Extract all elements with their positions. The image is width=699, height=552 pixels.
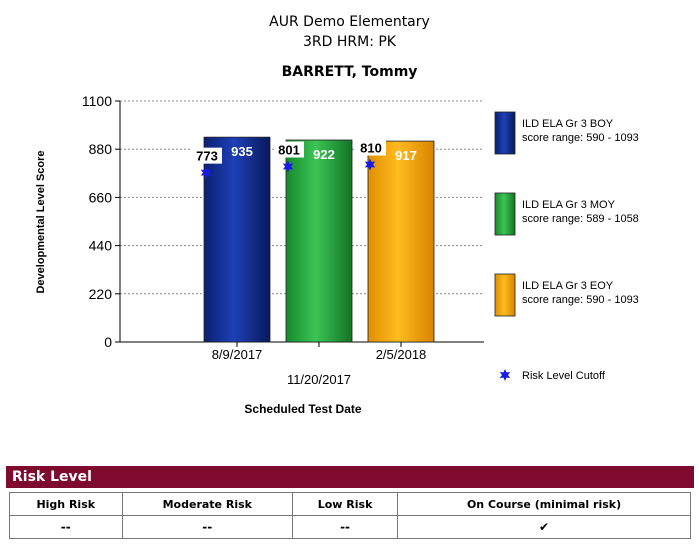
y-tick-label: 1100 (82, 93, 112, 109)
cutoff-value-label: 773 (196, 149, 218, 164)
legend-swatch-3 (494, 273, 516, 317)
bar-1 (203, 136, 271, 343)
y-tick-label: 440 (89, 238, 113, 254)
risk-col-high: High Risk (9, 492, 123, 516)
score-chart: 0 220 440 660 880 1100 935 773 922 801 917 810 8/9/… (35, 93, 639, 416)
legend-series-name: ILD ELA Gr 3 MOY (522, 199, 616, 211)
y-tick-label: 220 (89, 286, 113, 302)
risk-value-high: -- (9, 515, 123, 539)
legend-score-range: score range: 590 - 1093 (522, 294, 639, 306)
cutoff-star-marker (200, 166, 212, 179)
legend-score-range: score range: 590 - 1093 (522, 132, 639, 144)
risk-value-on-course: ✔ (397, 515, 691, 539)
cutoff-label-box (274, 141, 304, 158)
bar-value-label: 922 (313, 147, 335, 162)
risk-level-header: Risk Level (6, 466, 694, 488)
class-title: 3RD HRM: PK (303, 34, 396, 50)
bar-2 (285, 139, 353, 343)
bar-3 (367, 140, 435, 343)
bar-value-label: 917 (395, 148, 417, 163)
legend-series-name: ILD ELA Gr 3 BOY (522, 118, 614, 130)
risk-value-moderate: -- (121, 515, 294, 539)
y-tick-label: 880 (89, 141, 113, 157)
legend-series-name: ILD ELA Gr 3 EOY (522, 280, 614, 292)
risk-col-low: Low Risk (292, 492, 399, 516)
student-name: BARRETT, Tommy (281, 64, 418, 80)
legend-score-range: score range: 589 - 1058 (522, 213, 639, 225)
legend-swatch-1 (494, 111, 516, 155)
cutoff-value-label: 801 (278, 143, 300, 158)
x-category-label: 11/20/2017 (287, 372, 351, 387)
legend-swatch-2 (494, 192, 516, 236)
bar-value-label: 935 (231, 144, 253, 159)
risk-col-moderate: Moderate Risk (121, 492, 294, 516)
x-category-label: 2/5/2018 (376, 347, 427, 362)
risk-table: High Risk Moderate Risk Low Risk On Cour… (9, 492, 691, 539)
cutoff-label-box (192, 147, 222, 164)
cutoff-star-marker (364, 158, 376, 171)
legend-marker-label: Risk Level Cutoff (522, 370, 606, 382)
cutoff-star-marker (282, 160, 294, 173)
risk-value-low: -- (292, 515, 399, 539)
x-axis-label: Scheduled Test Date (244, 402, 361, 416)
x-category-label: 8/9/2017 (212, 347, 263, 362)
cutoff-value-label: 810 (360, 141, 382, 156)
school-title: AUR Demo Elementary (269, 14, 430, 30)
legend-star-marker (499, 369, 511, 381)
y-axis-label: Developmental Level Score (35, 150, 47, 293)
y-tick-label: 0 (104, 334, 112, 350)
risk-col-on-course: On Course (minimal risk) (397, 492, 691, 516)
cutoff-label-box (356, 139, 386, 156)
y-tick-label: 660 (89, 189, 113, 205)
